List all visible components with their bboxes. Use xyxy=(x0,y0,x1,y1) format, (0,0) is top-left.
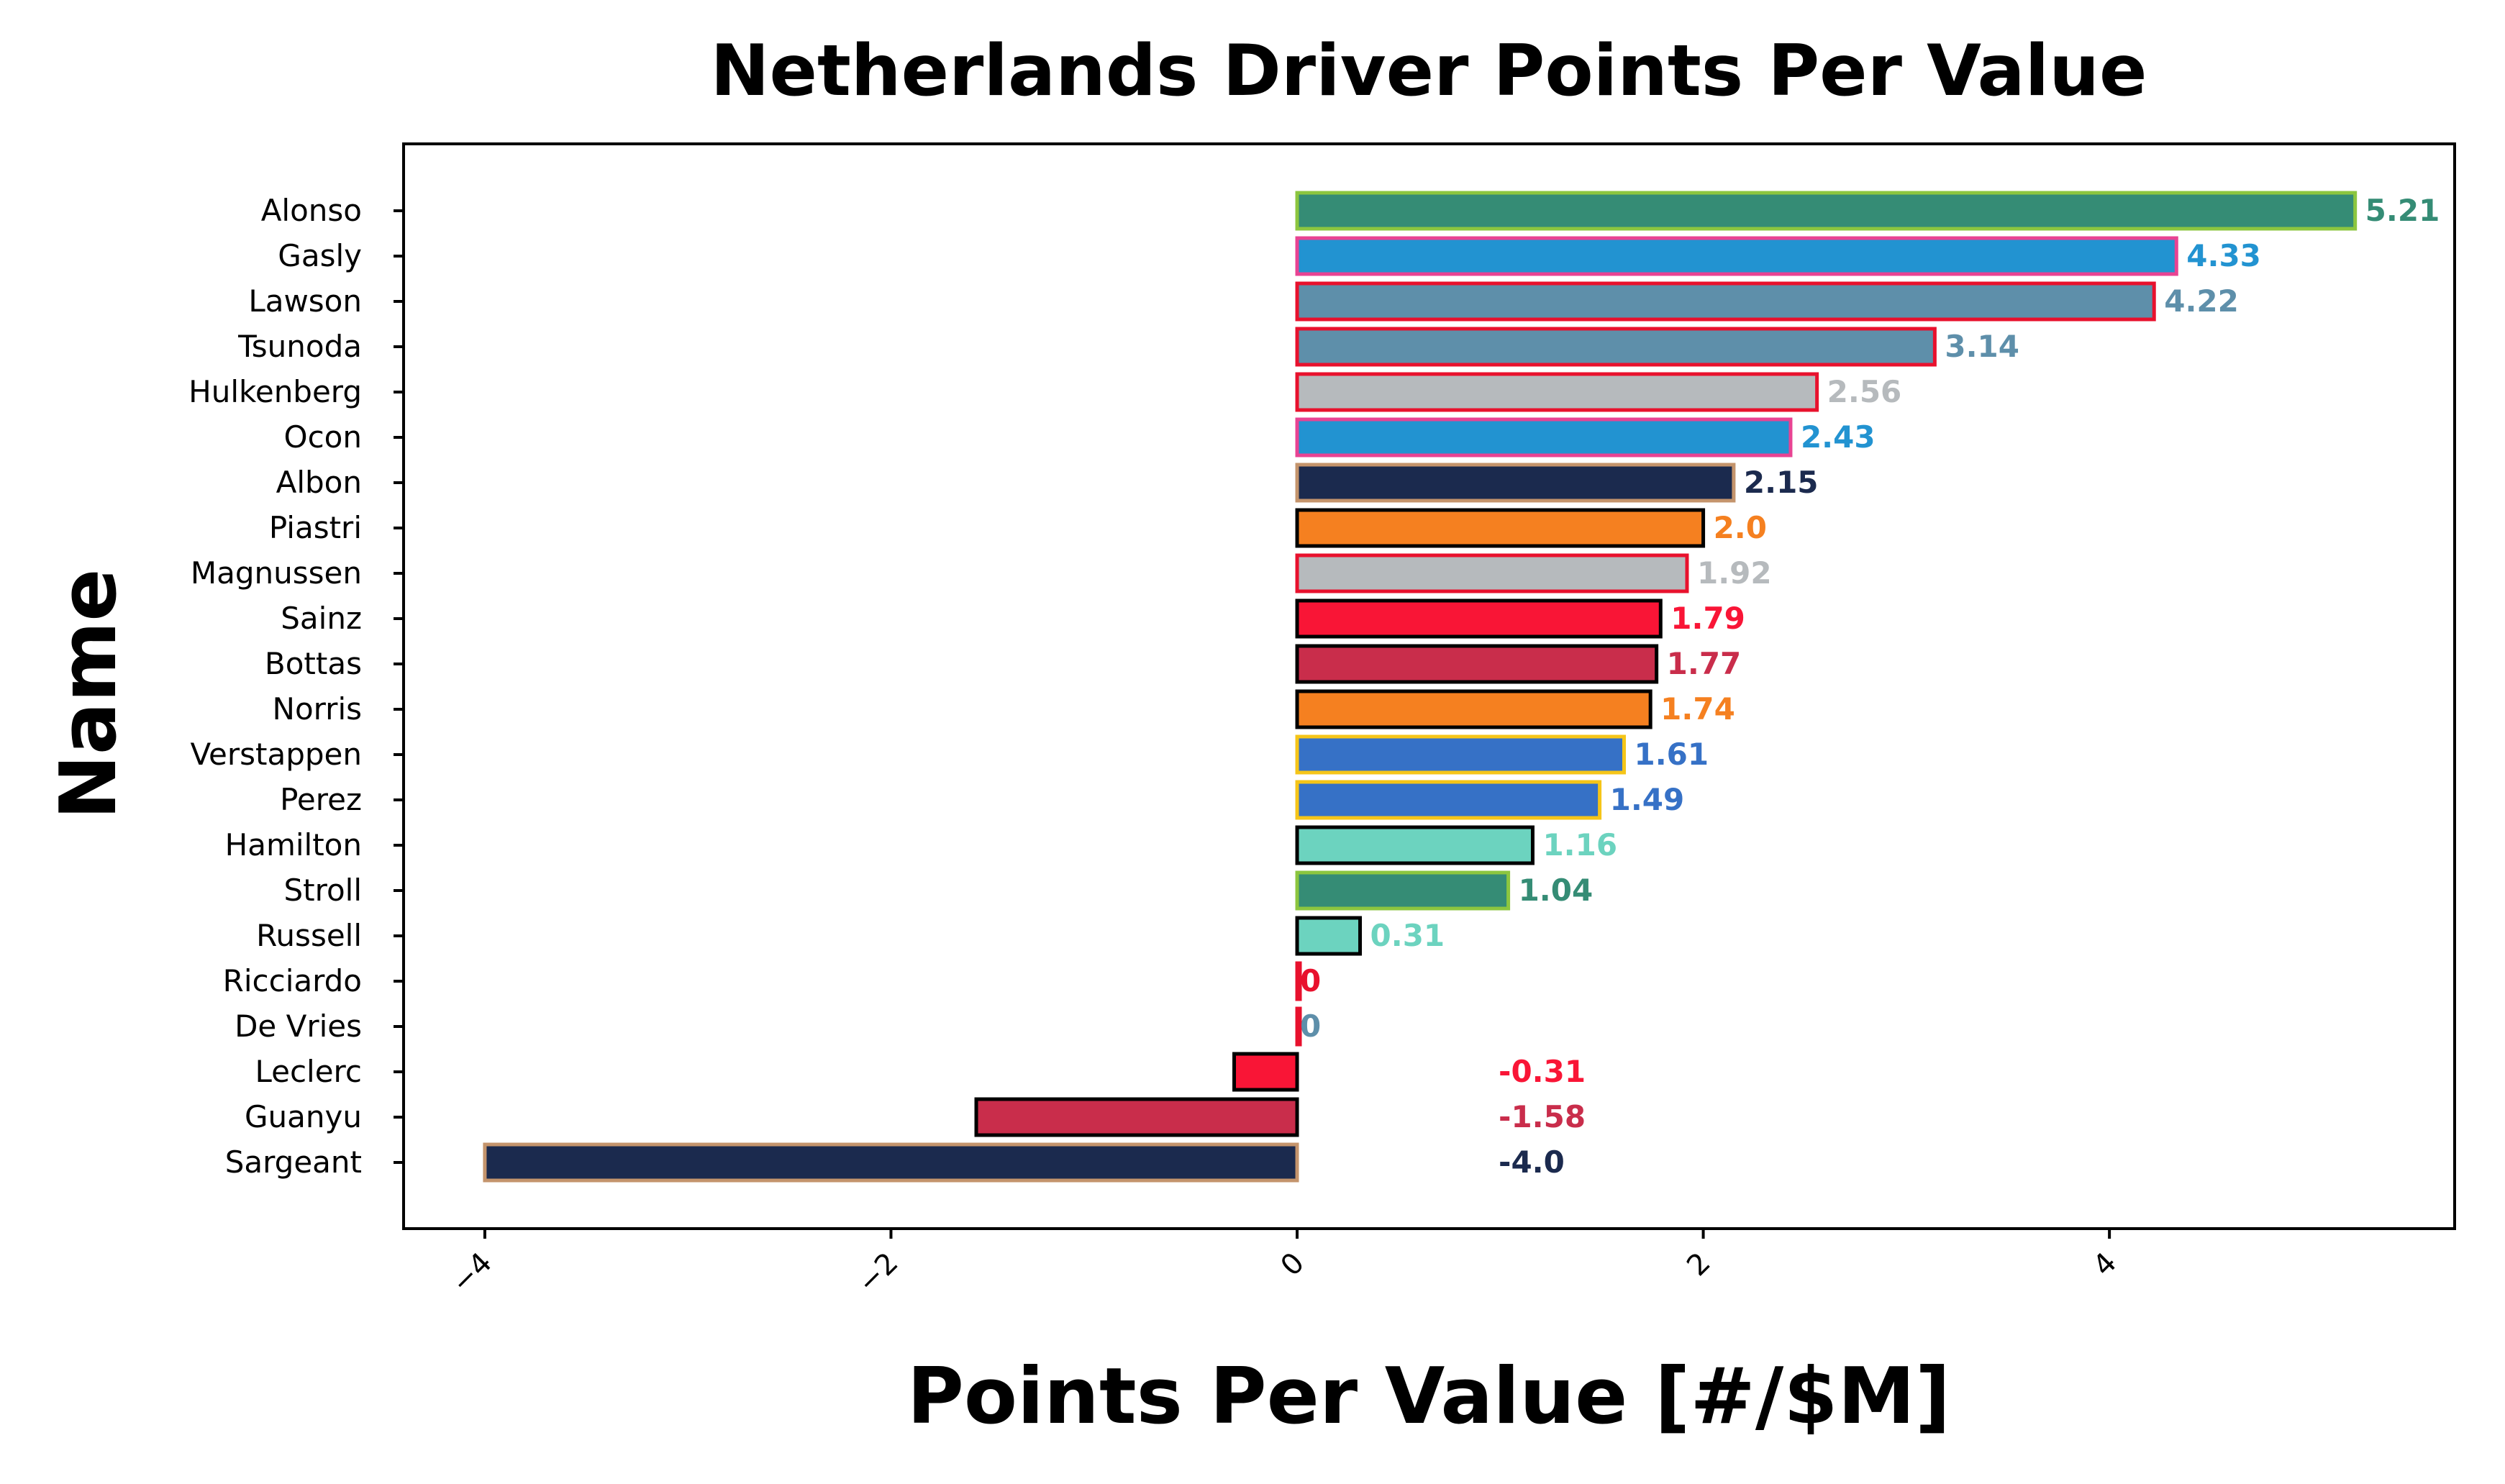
value-label: -1.58 xyxy=(1499,1099,1586,1134)
y-tick-label: Lawson xyxy=(248,283,362,319)
y-tick-label: Albon xyxy=(276,465,362,500)
value-label: 1.16 xyxy=(1542,827,1617,862)
value-label: -4.0 xyxy=(1499,1144,1565,1180)
x-tick-label: 4 xyxy=(2087,1247,2124,1283)
bar-lawson xyxy=(1295,281,2156,322)
y-tick-label: Leclerc xyxy=(255,1054,362,1089)
y-tick-label: Magnussen xyxy=(191,555,362,591)
y-tick-label: Bottas xyxy=(265,646,362,681)
bar-hulkenberg xyxy=(1295,372,1819,412)
value-label: 3.14 xyxy=(1945,329,2019,364)
x-axis-label: Points Per Value [#/$M] xyxy=(907,1352,1951,1442)
bar-alonso xyxy=(1295,191,2358,231)
y-axis-label: Name xyxy=(44,568,134,819)
y-tick-label: Verstappen xyxy=(191,737,362,772)
y-tick-label: Hulkenberg xyxy=(188,374,362,409)
bar-sargeant xyxy=(483,1142,1299,1183)
x-axis-ticks: −4 −2 0 2 4 xyxy=(445,1229,2123,1300)
bar-magnussen xyxy=(1295,553,1689,593)
bar-bottas xyxy=(1295,644,1659,684)
bar-leclerc xyxy=(1232,1052,1299,1092)
value-label: 1.49 xyxy=(1610,782,1685,817)
bar-albon xyxy=(1295,463,1736,503)
value-label: 1.79 xyxy=(1670,601,1745,636)
bar-ocon xyxy=(1295,417,1793,458)
chart-title: Netherlands Driver Points Per Value xyxy=(710,30,2147,112)
x-tick-label: 0 xyxy=(1275,1247,1311,1283)
y-tick-label: Russell xyxy=(256,918,362,953)
y-tick-label: De Vries xyxy=(235,1009,362,1044)
plot-frame xyxy=(402,142,2456,1230)
bar-piastri xyxy=(1295,508,1706,548)
value-label: 2.15 xyxy=(1744,465,1819,500)
y-tick-label: Ocon xyxy=(284,419,362,455)
bar-tsunoda xyxy=(1295,327,1937,367)
x-tick-label: 2 xyxy=(1681,1247,1717,1283)
value-label: 1.92 xyxy=(1697,555,1772,591)
value-label: 1.74 xyxy=(1660,691,1735,727)
bar-stroll xyxy=(1295,870,1511,911)
value-label: 2.56 xyxy=(1827,374,1902,409)
value-label: 0 xyxy=(1300,963,1321,998)
y-tick-label: Sainz xyxy=(281,601,362,636)
value-label: 0.31 xyxy=(1370,918,1445,953)
y-tick-label: Guanyu xyxy=(245,1099,362,1134)
y-tick-label: Piastri xyxy=(269,510,362,545)
y-tick-label: Alonso xyxy=(261,193,362,228)
bar-ricciardo xyxy=(1295,961,1302,1001)
value-label: 1.77 xyxy=(1667,646,1742,681)
bar-de-vries xyxy=(1295,1006,1302,1047)
y-tick-label: Perez xyxy=(280,782,362,817)
bar-hamilton xyxy=(1295,825,1535,865)
bars-group xyxy=(483,191,2358,1183)
value-labels-group: 5.21 4.33 4.22 3.14 2.56 2.43 2.15 2.0 1.92 1.79 1… xyxy=(1300,193,2440,1180)
bar-guanyu xyxy=(974,1097,1299,1137)
y-tick-label: Ricciardo xyxy=(223,963,362,998)
bar-gasly xyxy=(1295,236,2178,276)
y-axis-ticks: Alonso Gasly Lawson Tsunoda Hulkenberg Ocon Al… xyxy=(188,193,404,1180)
y-tick-label: Stroll xyxy=(283,873,362,908)
bar-sainz xyxy=(1295,598,1663,639)
value-label: 2.0 xyxy=(1714,510,1767,545)
y-tick-label: Sargeant xyxy=(225,1144,362,1180)
value-label: 1.04 xyxy=(1519,873,1594,908)
value-label: 5.21 xyxy=(2365,193,2440,228)
x-tick-label: −4 xyxy=(445,1247,499,1300)
value-label: 0 xyxy=(1300,1009,1321,1044)
y-tick-label: Norris xyxy=(273,691,362,727)
value-label: 4.33 xyxy=(2186,238,2261,273)
value-label: -0.31 xyxy=(1499,1054,1586,1089)
bar-norris xyxy=(1295,689,1652,729)
y-tick-label: Hamilton xyxy=(225,827,362,862)
bar-verstappen xyxy=(1295,734,1626,775)
value-label: 1.61 xyxy=(1634,737,1709,772)
y-tick-label: Tsunoda xyxy=(237,329,362,364)
value-label: 2.43 xyxy=(1801,419,1876,455)
value-label: 4.22 xyxy=(2164,283,2239,319)
bar-perez xyxy=(1295,780,1602,820)
x-tick-label: −2 xyxy=(851,1247,904,1300)
y-tick-label: Gasly xyxy=(278,238,362,273)
bar-russell xyxy=(1295,916,1363,956)
